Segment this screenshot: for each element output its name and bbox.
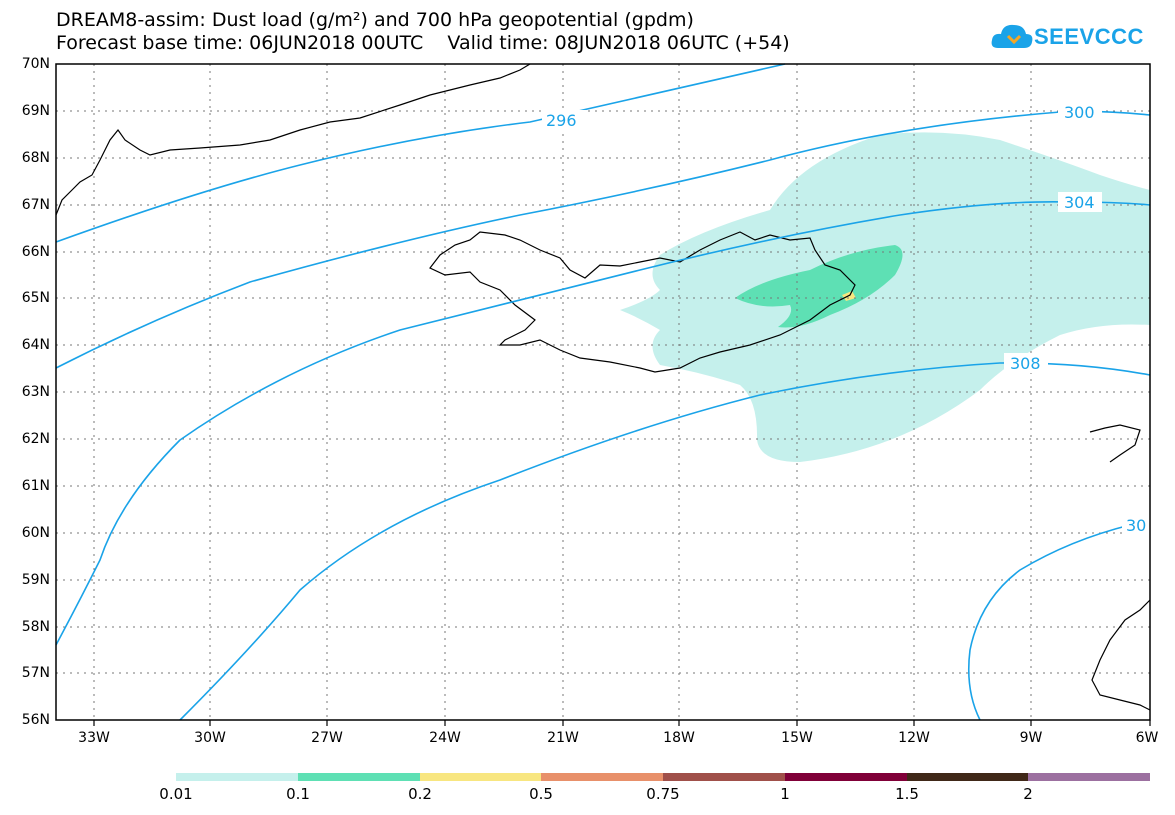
seevccc-logo: SEEVCCC xyxy=(990,16,1143,60)
contour-line xyxy=(179,362,1151,721)
lon-label: 27W xyxy=(311,730,343,746)
lat-label: 69N xyxy=(21,103,50,119)
cloud-icon xyxy=(991,24,1033,48)
lon-label: 6W xyxy=(1135,730,1159,746)
map-title: DREAM8-assim: Dust load (g/m²) and 700 h… xyxy=(56,9,694,31)
colorbar-label: 2 xyxy=(1023,785,1033,803)
contour-line xyxy=(967,519,1151,721)
greenland-coast xyxy=(55,63,531,216)
colorbar-segment xyxy=(541,773,663,781)
lon-label: 9W xyxy=(1019,730,1043,746)
contour-label-308: 308 xyxy=(1010,354,1041,373)
colorbar-segment xyxy=(298,773,420,781)
lat-label: 59N xyxy=(21,572,50,588)
logo-text: SEEVCCC xyxy=(1034,24,1144,49)
contour-label-30: 30 xyxy=(1126,516,1146,535)
colorbar-segment xyxy=(420,773,541,781)
lon-label: 21W xyxy=(547,730,579,746)
lat-label: 61N xyxy=(21,478,50,494)
lat-label: 66N xyxy=(21,244,50,260)
colorbar-segment xyxy=(1028,773,1150,781)
coastlines xyxy=(55,63,1151,711)
colorbar-label: 0.75 xyxy=(646,785,680,803)
colorbar-label: 0.5 xyxy=(529,785,553,803)
colorbar-segment xyxy=(663,773,785,781)
lat-label: 65N xyxy=(21,290,50,306)
contour-label-296: 296 xyxy=(546,111,577,130)
contour-line xyxy=(55,110,1151,369)
colorbar-label: 1.5 xyxy=(895,785,919,803)
contour-line xyxy=(55,63,786,243)
lon-label: 12W xyxy=(898,730,930,746)
lon-label: 15W xyxy=(781,730,813,746)
faroe-coast xyxy=(1089,424,1141,463)
iceland-coast xyxy=(429,231,856,373)
graticule xyxy=(56,64,1150,720)
map-frame xyxy=(55,63,1151,721)
colorbar-segment xyxy=(176,773,298,781)
contour-line xyxy=(55,200,1151,646)
lat-label: 70N xyxy=(21,56,50,72)
lat-label: 67N xyxy=(21,197,50,213)
colorbar-segment xyxy=(907,773,1028,781)
lat-label: 64N xyxy=(21,337,50,353)
lat-label: 58N xyxy=(21,619,50,635)
lat-label: 60N xyxy=(21,525,50,541)
lon-label: 24W xyxy=(429,730,461,746)
dust-area-medium xyxy=(735,245,903,328)
lon-label: 18W xyxy=(663,730,695,746)
colorbar-label: 0.2 xyxy=(408,785,432,803)
contour-label-300: 300 xyxy=(1064,103,1095,122)
lon-label: 33W xyxy=(78,730,110,746)
lat-label: 56N xyxy=(21,712,50,728)
lat-label: 63N xyxy=(21,384,50,400)
lat-label: 57N xyxy=(21,665,50,681)
scotland-coast xyxy=(1091,599,1151,711)
colorbar-label: 0.01 xyxy=(159,785,193,803)
colorbar-label: 0.1 xyxy=(286,785,310,803)
lon-label: 30W xyxy=(194,730,226,746)
map-subtitle: Forecast base time: 06JUN2018 00UTC Vali… xyxy=(56,32,790,54)
colorbar xyxy=(176,773,1150,781)
lat-label: 68N xyxy=(21,150,50,166)
colorbar-label: 1 xyxy=(780,785,790,803)
geopotential-contours xyxy=(55,63,1151,721)
lat-label: 62N xyxy=(21,431,50,447)
colorbar-segment xyxy=(785,773,907,781)
dust-area-light xyxy=(620,132,1150,462)
contour-label-304: 304 xyxy=(1064,193,1095,212)
